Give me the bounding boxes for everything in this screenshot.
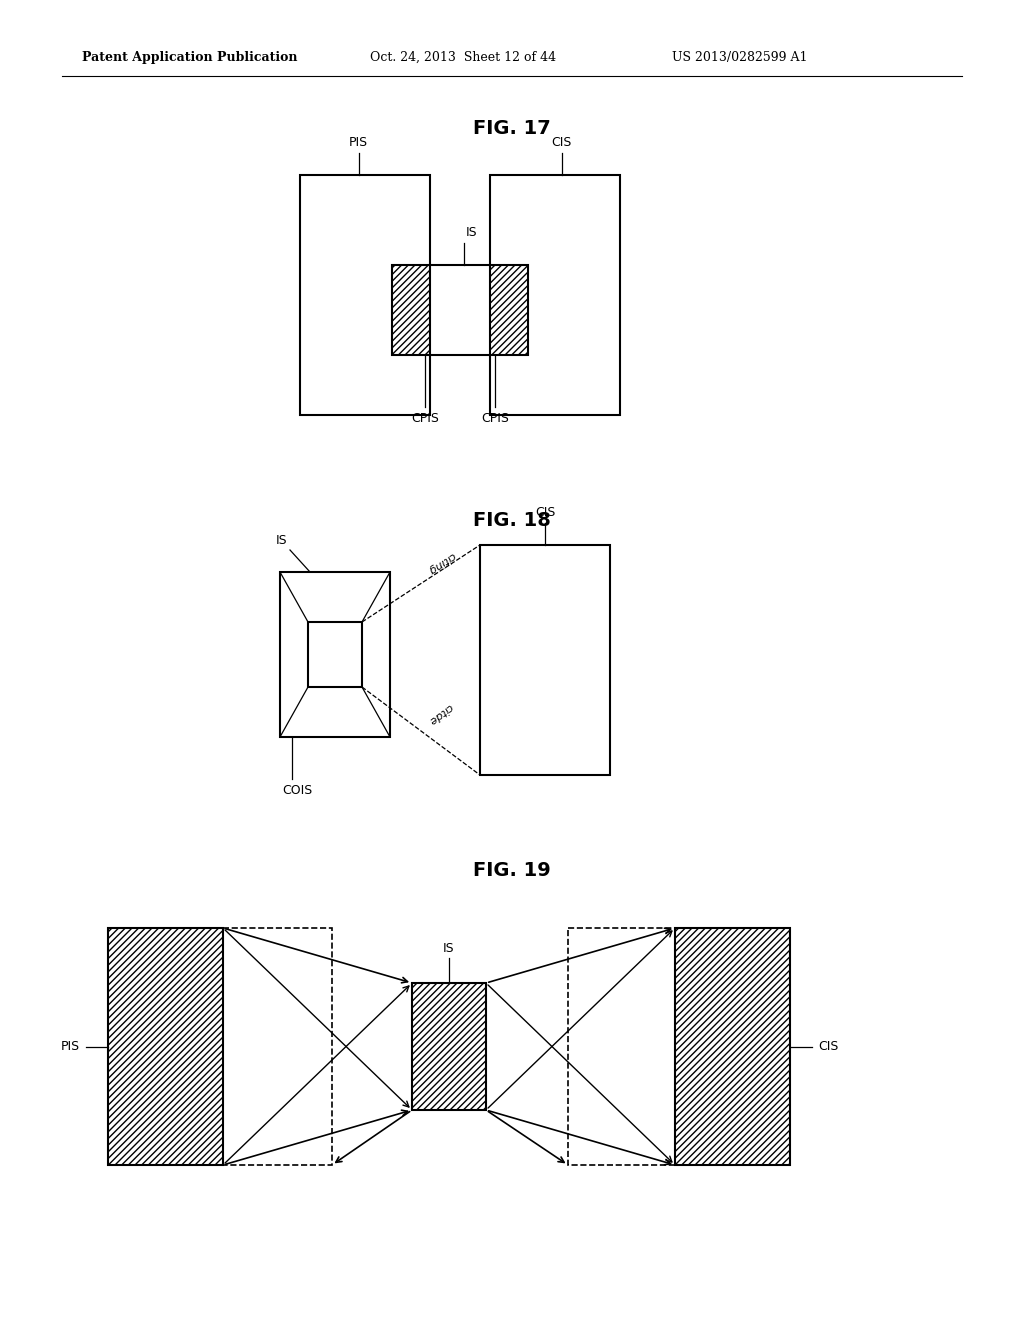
Bar — [392, 265, 528, 355]
Text: CIS: CIS — [535, 507, 555, 520]
Bar — [490, 176, 620, 414]
Bar — [392, 265, 430, 355]
Text: PIS: PIS — [60, 1040, 80, 1053]
Text: IS: IS — [466, 227, 478, 239]
Bar — [300, 176, 430, 414]
Text: CPIS: CPIS — [411, 412, 439, 425]
Text: CIS: CIS — [551, 136, 571, 149]
Text: citde: citde — [426, 701, 454, 726]
Text: FIG. 17: FIG. 17 — [473, 119, 551, 137]
Bar — [108, 928, 332, 1166]
Bar — [308, 622, 362, 686]
Bar — [412, 983, 486, 1110]
Text: IS: IS — [276, 533, 288, 546]
Text: FIG. 18: FIG. 18 — [473, 511, 551, 529]
Text: US 2013/0282599 A1: US 2013/0282599 A1 — [672, 50, 808, 63]
Text: FIG. 19: FIG. 19 — [473, 861, 551, 879]
Text: CIS: CIS — [818, 1040, 839, 1053]
Bar — [568, 928, 790, 1166]
Text: Patent Application Publication: Patent Application Publication — [82, 50, 298, 63]
Text: Oct. 24, 2013  Sheet 12 of 44: Oct. 24, 2013 Sheet 12 of 44 — [370, 50, 556, 63]
Text: PIS: PIS — [349, 136, 368, 149]
Text: CPIS: CPIS — [481, 412, 509, 425]
Bar — [490, 265, 528, 355]
Bar — [675, 928, 790, 1166]
Text: IS: IS — [443, 941, 455, 954]
Bar — [392, 265, 528, 355]
Bar — [480, 545, 610, 775]
Bar — [280, 572, 390, 737]
Text: COIS: COIS — [282, 784, 312, 797]
Bar — [108, 928, 223, 1166]
Text: citing: citing — [426, 550, 458, 576]
